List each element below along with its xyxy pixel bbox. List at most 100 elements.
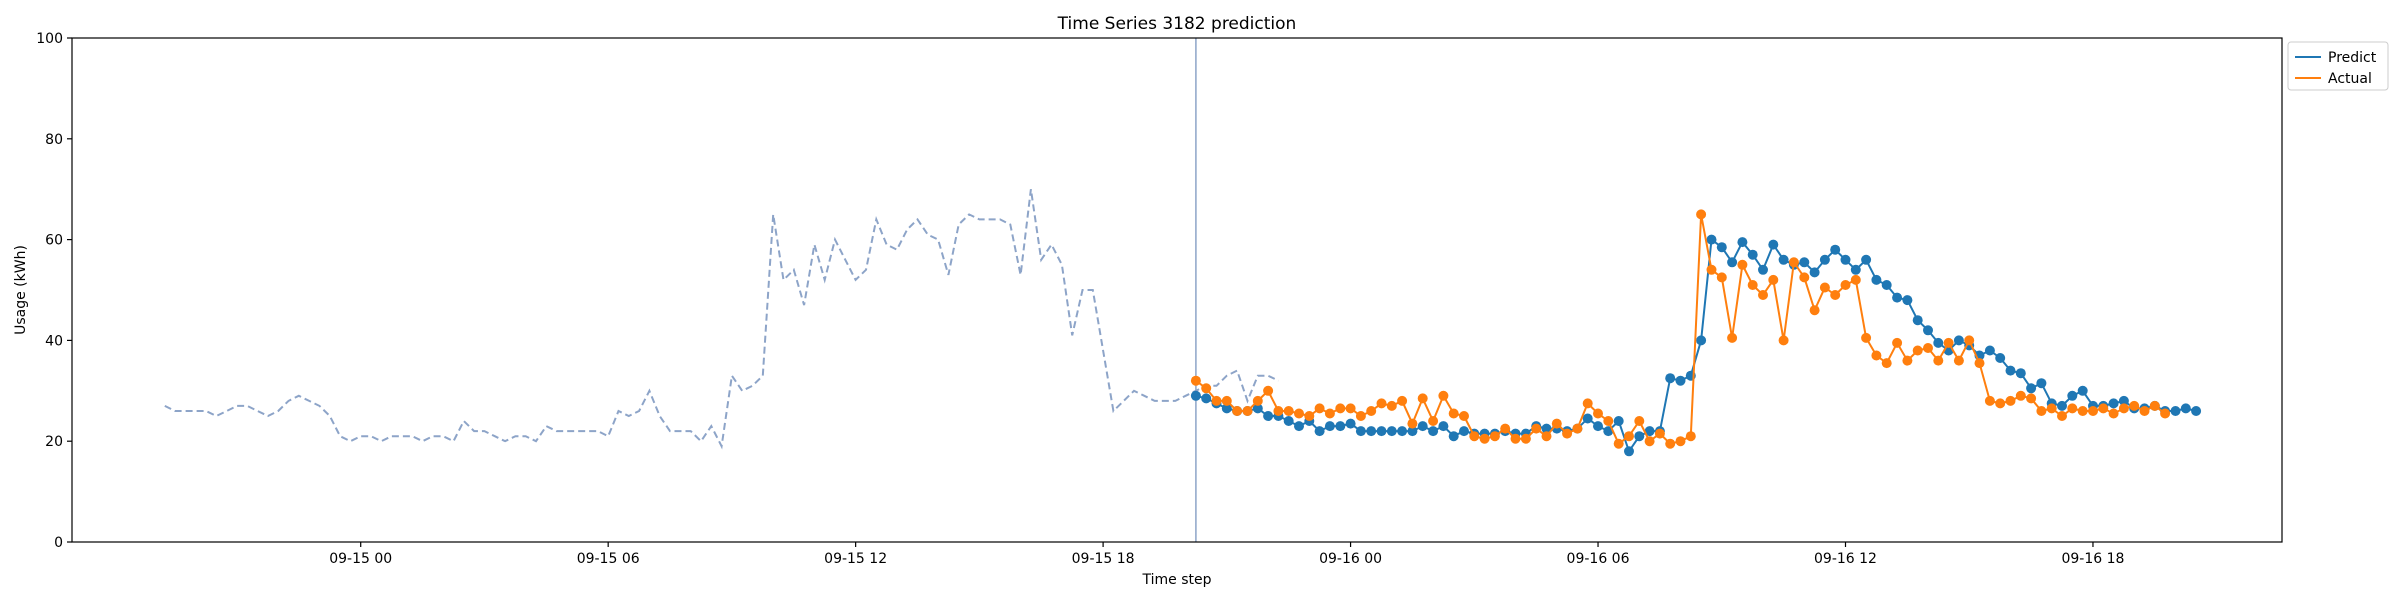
actual-point [2067, 403, 2078, 414]
x-tick-label: 09-15 18 [1072, 551, 1135, 567]
actual-point [1314, 403, 1325, 414]
actual-point [1953, 355, 1964, 366]
predict-point [1417, 421, 1428, 432]
predict-point [2005, 365, 2016, 376]
forecast-series [1190, 209, 2202, 457]
predict-point [2077, 385, 2088, 396]
legend: Predict Actual [2287, 41, 2389, 91]
actual-point [1964, 335, 1975, 346]
predict-point [1644, 426, 1655, 437]
predict-point [1768, 239, 1779, 250]
actual-point [2160, 408, 2171, 419]
predict-point [1283, 416, 1294, 426]
actual-point [1428, 416, 1439, 426]
x-tick-label: 09-15 06 [577, 551, 640, 567]
actual-point [1737, 259, 1748, 270]
actual-point [1407, 418, 1418, 429]
actual-point [1510, 433, 1521, 444]
y-tick-label: 80 [45, 132, 63, 148]
actual-point [1758, 290, 1768, 300]
actual-point [1479, 433, 1490, 444]
x-tick-label: 09-16 06 [1567, 551, 1630, 567]
predict-point [2026, 383, 2037, 394]
predict-point [1613, 416, 1624, 426]
actual-point [1520, 433, 1531, 444]
y-tick-label: 0 [54, 535, 63, 551]
actual-point [1500, 423, 1511, 434]
predict-point [2015, 368, 2026, 379]
predict-point [1624, 446, 1634, 457]
x-axis-label: Time step [1142, 572, 1212, 588]
predict-point [1593, 421, 1603, 432]
actual-point [2036, 406, 2047, 416]
actual-point [1799, 272, 1810, 283]
predict-point [1727, 257, 1738, 268]
x-tick-label: 09-16 18 [2061, 551, 2124, 567]
predict-point [2067, 390, 2078, 401]
actual-point [2149, 400, 2160, 411]
predict-point [1953, 335, 1964, 346]
actual-point [1448, 408, 1459, 419]
actual-point [1984, 395, 1995, 406]
actual-point [1283, 406, 1294, 416]
predict-point [1407, 426, 1418, 437]
predict-point [2057, 400, 2067, 411]
actual-point [1747, 280, 1758, 290]
actual-point [1654, 428, 1665, 439]
predict-point [2118, 395, 2129, 406]
predict-point [2180, 403, 2191, 414]
predict-point [1386, 426, 1397, 437]
actual-point [1974, 358, 1985, 369]
actual-point [1840, 280, 1851, 290]
actual-point [1531, 423, 1542, 434]
predict-point [1294, 421, 1304, 432]
predict-point [1933, 337, 1944, 348]
y-axis-label: Usage (kWh) [13, 245, 29, 335]
predict-point [1840, 254, 1851, 265]
actual-point [2108, 408, 2119, 419]
predict-point [1778, 254, 1789, 265]
actual-point [1871, 350, 1882, 361]
predict-point [1902, 295, 1913, 306]
actual-point [1881, 358, 1892, 369]
predict-point [1459, 426, 1469, 437]
predict-point [1345, 418, 1356, 429]
actual-point [1366, 406, 1377, 416]
predict-point [1850, 264, 1861, 275]
predict-point [1335, 421, 1346, 432]
actual-point [1572, 423, 1583, 434]
actual-point [1294, 408, 1304, 419]
x-tick-label: 09-15 00 [329, 551, 392, 567]
predict-point [1923, 325, 1933, 336]
actual-point [1335, 403, 1346, 414]
actual-point [1603, 416, 1614, 426]
predict-point [1252, 403, 1263, 414]
actual-point [1242, 406, 1253, 416]
y-tick-label: 40 [45, 333, 63, 349]
legend-label: Actual [2328, 71, 2372, 87]
actual-point [1582, 398, 1593, 409]
actual-point [1685, 431, 1696, 442]
actual-point [1727, 332, 1738, 343]
predict-point [1809, 267, 1820, 278]
actual-point [2077, 406, 2088, 416]
actual-point [1232, 406, 1243, 416]
x-tick-label: 09-15 12 [824, 551, 887, 567]
actual-point [1397, 395, 1408, 406]
actual-point [1675, 436, 1686, 447]
predict-point [1541, 423, 1552, 434]
predict-point [1324, 421, 1335, 432]
actual-point [1489, 431, 1500, 442]
actual-point [2118, 403, 2129, 414]
actual-point [1469, 431, 1480, 442]
predict-point [1376, 426, 1387, 437]
actual-point [2057, 411, 2067, 421]
actual-point [2005, 395, 2016, 406]
predict-point [1995, 353, 2006, 363]
actual-point [1376, 398, 1387, 409]
predict-point [1355, 426, 1366, 437]
actual-point [1923, 343, 1933, 353]
predict-point [1221, 403, 1232, 414]
